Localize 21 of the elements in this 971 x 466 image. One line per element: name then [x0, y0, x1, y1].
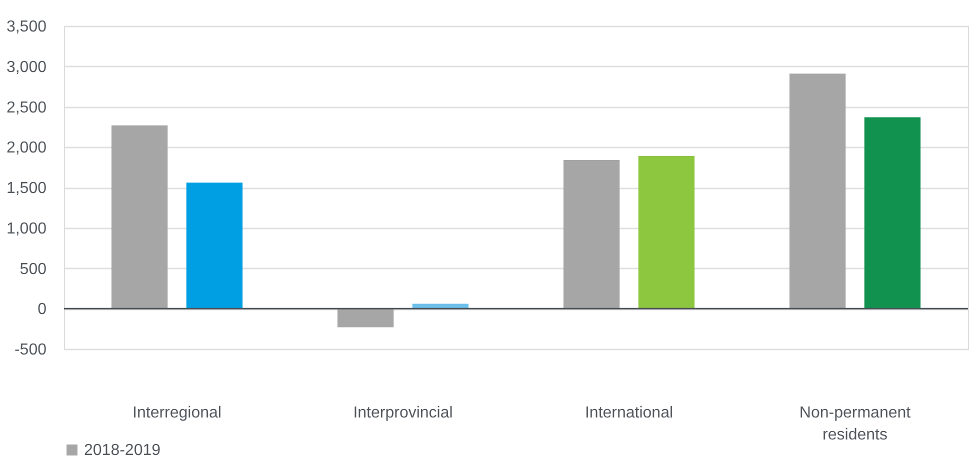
bar: [337, 308, 394, 328]
bar: [864, 117, 921, 309]
bar: [638, 156, 695, 309]
bar: [186, 182, 243, 309]
x-tick-label: Interregional: [132, 404, 222, 422]
y-tick-label: 3,500: [6, 18, 47, 36]
bar: [111, 125, 168, 309]
x-tick-label: Non-permanent residents: [799, 404, 912, 444]
legend-label: 2018-2019: [84, 442, 161, 459]
y-tick-label: 3,000: [6, 58, 47, 76]
y-tick-label: 2,500: [6, 99, 47, 116]
y-tick-label: 1,500: [6, 180, 47, 197]
y-tick-label: 0: [38, 301, 47, 318]
y-tick-label: 2,000: [6, 140, 47, 157]
y-tick-label: -500: [14, 342, 47, 358]
y-tick-label: 1,000: [6, 220, 47, 238]
x-tick-label: Interprovincial: [353, 404, 453, 422]
y-tick-label: 500: [20, 260, 47, 278]
bar: [563, 160, 620, 309]
bar: [789, 74, 846, 309]
x-tick-label: International: [584, 404, 674, 422]
